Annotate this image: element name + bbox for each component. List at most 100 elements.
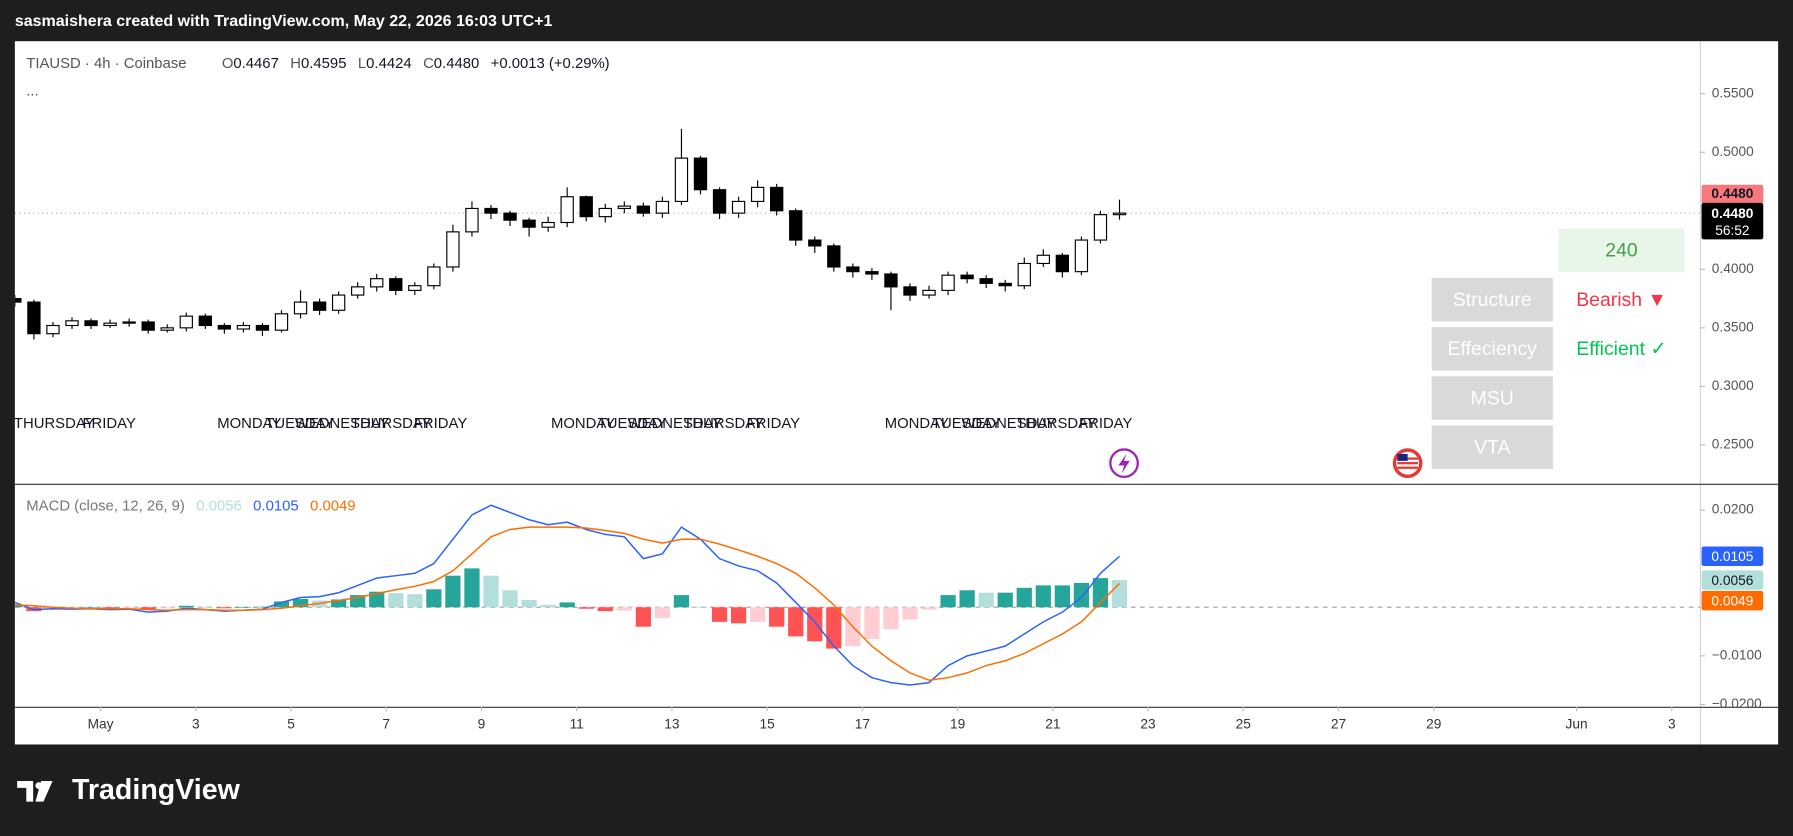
candle-body — [1093, 214, 1108, 241]
histogram-bar — [102, 607, 118, 609]
alert-label-box — [1701, 184, 1764, 205]
session-label: TUESDAY — [932, 416, 1001, 432]
candle-body — [617, 205, 631, 210]
panel-label: MSU — [1471, 387, 1514, 409]
candle-body — [312, 301, 327, 311]
histogram-bar — [14, 604, 23, 608]
histogram-bar — [292, 598, 309, 608]
x-tick-label: 11 — [570, 717, 584, 732]
legend-signal: 0.0049 — [310, 499, 355, 515]
histogram-bar — [121, 607, 137, 608]
candle-body — [789, 210, 803, 241]
histogram-bar — [254, 606, 271, 608]
histogram-bar — [959, 590, 975, 608]
panel-label-box — [1431, 376, 1553, 420]
candle-body — [1112, 212, 1127, 216]
candle-body — [370, 278, 384, 288]
candle-body — [293, 301, 308, 315]
candle-body — [160, 327, 174, 331]
x-tick-label: May — [88, 717, 114, 732]
candle-body — [636, 205, 651, 214]
flag-icon[interactable] — [1392, 448, 1423, 479]
candle-body — [1036, 254, 1050, 265]
candle-body — [865, 271, 879, 275]
x-tick-label: Jun — [1566, 717, 1588, 732]
histogram-bar — [1035, 585, 1051, 608]
panel-label-box — [1431, 277, 1553, 322]
histogram-bar — [730, 607, 747, 624]
histogram-bar — [692, 607, 709, 608]
x-tick-label: 21 — [1045, 717, 1060, 732]
panel-value: Efficient ✓ — [1576, 338, 1666, 360]
candle-body — [598, 207, 612, 218]
ohlc-header: O0.4467 H0.4595 L0.4424 C0.4480 +0.0013 (+0.… — [222, 56, 610, 72]
more-button[interactable]: ... — [26, 83, 38, 99]
histogram-bar — [216, 607, 232, 609]
histogram-bar — [1073, 582, 1090, 608]
session-label: FRIDAY — [1079, 416, 1132, 432]
legend-macd: 0.0105 — [253, 499, 298, 515]
countdown: 56:52 — [1715, 223, 1749, 238]
histogram-bar — [521, 599, 537, 608]
y-tick-label: 0.5000 — [1712, 144, 1754, 159]
overlay: 0.5500 0.5000 0.4000 0.3500 0.3000 0.2500 0.02… — [88, 85, 1764, 732]
histogram-bar — [140, 607, 156, 610]
session-label: WEDNESDAY — [295, 416, 390, 432]
candle-body — [1074, 239, 1089, 273]
x-tick-label: 9 — [478, 717, 486, 732]
histogram-bar — [673, 595, 690, 608]
candle-body — [712, 189, 727, 214]
macd-badge: 0.0105 — [1711, 549, 1753, 564]
symbol: TIAUSD · 4h · Coinbase — [26, 56, 186, 72]
histogram-bar — [940, 595, 956, 608]
candle-body — [979, 278, 993, 284]
panel-label: Effeciency — [1448, 338, 1538, 360]
session-label: THURSDAY — [683, 416, 764, 432]
candle-body — [408, 285, 422, 291]
histogram-bar — [83, 607, 99, 608]
last-price-box — [1701, 202, 1764, 240]
candle-body — [808, 239, 822, 247]
candle-body — [103, 322, 117, 327]
x-tick-label: 19 — [950, 717, 965, 732]
candle-body — [960, 274, 974, 280]
histogram-bar — [807, 607, 823, 642]
candle-body — [693, 157, 708, 191]
panel-value: Bearish ▼ — [1576, 289, 1666, 311]
candle-body — [731, 200, 746, 214]
ohlc-key: O — [222, 56, 234, 72]
candle-body — [236, 324, 251, 330]
candle-body — [674, 157, 689, 203]
session-label: WEDNESDAY — [961, 416, 1056, 432]
x-tick-label: 23 — [1140, 717, 1156, 732]
candle-body — [84, 320, 98, 327]
histogram-bar — [654, 607, 671, 618]
session-label: MONDAY — [885, 416, 949, 432]
candle-body — [655, 200, 670, 214]
candle-body — [770, 186, 784, 212]
y-tick-label: 0.0200 — [1712, 502, 1754, 517]
ohlc-value: 0.4424 — [366, 56, 411, 72]
y-tick-label: 0.2500 — [1712, 437, 1754, 452]
histogram-badge-box — [1701, 570, 1764, 590]
session-label: FRIDAY — [747, 416, 800, 432]
y-tick-label: 0.5500 — [1712, 85, 1754, 100]
candle-body — [122, 321, 136, 324]
ohlc-key: H — [290, 56, 301, 72]
timeframe-box — [1558, 228, 1685, 273]
signal-badge-box — [1701, 590, 1764, 611]
histogram-bar — [483, 575, 499, 608]
session-label: TUESDAY — [265, 416, 334, 432]
session-label: FRIDAY — [82, 416, 135, 432]
top-bar: sasmaishera created with TradingView.com… — [15, 13, 553, 30]
candle-body — [750, 186, 765, 203]
histogram-bar — [750, 607, 766, 622]
ohlc-value: 0.4480 — [434, 56, 479, 72]
session-label: MONDAY — [217, 416, 281, 432]
event-icon[interactable] — [1109, 448, 1139, 479]
histogram-bar — [388, 593, 404, 608]
candle-body — [827, 245, 841, 268]
